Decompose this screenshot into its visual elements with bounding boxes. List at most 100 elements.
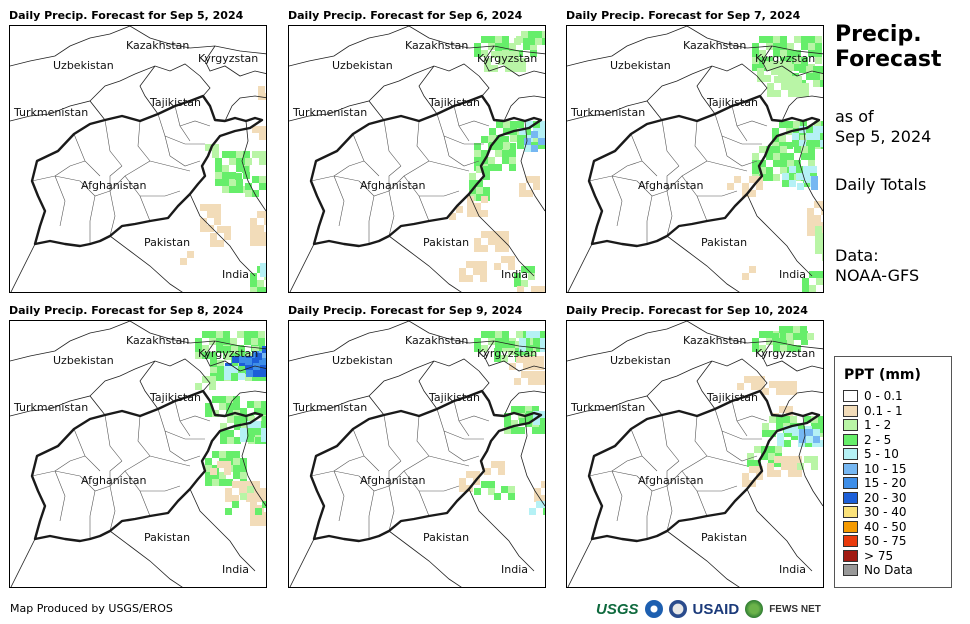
- legend-item: 0 - 0.1: [843, 389, 903, 403]
- country-label-india: India: [779, 563, 806, 576]
- precip-cell: [240, 493, 247, 500]
- afghanistan-border: [587, 389, 821, 543]
- precip-cell: [502, 231, 509, 238]
- precip-cell: [503, 142, 510, 149]
- country-label-afghanistan: Afghanistan: [360, 474, 426, 487]
- precip-cell: [224, 353, 231, 360]
- precip-cell: [787, 345, 794, 352]
- country-border: [798, 415, 823, 507]
- precip-cell: [778, 68, 785, 75]
- precip-cell: [459, 485, 466, 492]
- precip-cell: [502, 43, 509, 50]
- precip-cell: [508, 263, 515, 270]
- legend-label: 20 - 30: [864, 490, 907, 505]
- precip-cell: [815, 57, 822, 64]
- precip-cell: [768, 453, 775, 460]
- precip-cell: [540, 418, 545, 425]
- precip-cell: [772, 333, 779, 340]
- precip-cell: [257, 287, 264, 292]
- precip-cell: [533, 121, 540, 128]
- precip-cell: [780, 331, 787, 338]
- precip-cell: [812, 440, 819, 447]
- country-label-pakistan: Pakistan: [423, 531, 469, 544]
- precip-cell: [481, 345, 488, 352]
- precip-cell: [261, 428, 266, 435]
- province-boundary: [54, 175, 66, 227]
- precip-cell: [802, 292, 809, 293]
- legend-item: > 75: [843, 549, 893, 563]
- precip-cell: [545, 286, 546, 293]
- precip-cell: [528, 38, 535, 45]
- precip-cell: [776, 388, 783, 395]
- precip-cell: [807, 142, 814, 149]
- country-label-afghanistan: Afghanistan: [81, 474, 147, 487]
- precip-cell: [774, 90, 781, 97]
- country-border: [10, 321, 131, 362]
- precip-cell: [266, 158, 267, 165]
- country-border: [189, 193, 256, 277]
- precip-cell: [257, 211, 264, 218]
- precip-cell: [255, 508, 262, 515]
- precip-cell: [780, 160, 787, 167]
- precip-cell: [807, 333, 814, 340]
- precip-cell: [822, 240, 823, 247]
- precip-cell: [791, 433, 798, 440]
- precip-cell: [260, 263, 266, 270]
- precip-cell: [495, 245, 502, 252]
- precip-cell: [481, 36, 488, 43]
- precip-cell: [815, 247, 822, 254]
- country-label-afghanistan: Afghanistan: [638, 474, 704, 487]
- province-boundary: [661, 414, 680, 462]
- country-border: [646, 358, 758, 397]
- precip-cell: [233, 403, 240, 410]
- precip-cell: [483, 187, 490, 194]
- province-boundary: [54, 470, 66, 522]
- precip-cell: [752, 43, 759, 50]
- precip-cell: [474, 203, 481, 210]
- precip-cell: [519, 338, 526, 345]
- noaa-logo-icon: [644, 600, 663, 618]
- country-label-india: India: [501, 563, 528, 576]
- precip-cell: [749, 266, 756, 273]
- precip-cell: [767, 463, 774, 470]
- precip-cell: [785, 68, 792, 75]
- province-boundary: [109, 460, 123, 486]
- province-boundary: [419, 485, 460, 492]
- precip-cell: [796, 166, 803, 173]
- precip-cell: [481, 50, 488, 57]
- precip-cell: [782, 180, 789, 187]
- precip-cell: [504, 427, 511, 434]
- precip-cell: [796, 173, 803, 180]
- province-boundary: [89, 490, 96, 539]
- precip-cell: [813, 429, 820, 436]
- precip-cell: [774, 470, 781, 477]
- precip-cell: [245, 358, 252, 365]
- precip-cell: [200, 225, 207, 232]
- precip-cell: [821, 121, 823, 128]
- precip-cell: [811, 416, 818, 423]
- precip-cell: [484, 58, 491, 65]
- precip-cell: [214, 204, 221, 211]
- precip-cell: [481, 196, 488, 203]
- precip-cell: [238, 366, 245, 373]
- precip-cell: [784, 426, 791, 433]
- precip-cell: [789, 180, 796, 187]
- precip-cell: [252, 176, 259, 183]
- precip-cell: [195, 345, 202, 352]
- precip-cell: [237, 331, 244, 338]
- precip-cell: [511, 427, 518, 434]
- state-dept-seal-icon: [668, 600, 687, 618]
- precip-cell: [806, 126, 813, 133]
- precip-cell: [543, 501, 545, 508]
- precip-cell: [793, 333, 800, 340]
- precip-cell: [799, 436, 806, 443]
- legend-title: PPT (mm): [844, 367, 921, 383]
- precip-cell: [794, 57, 801, 64]
- precip-cell: [535, 378, 542, 385]
- precip-cell: [215, 165, 222, 172]
- precip-cell: [236, 151, 243, 158]
- precip-cell: [759, 64, 766, 71]
- precip-cell: [217, 240, 224, 247]
- precip-cell: [532, 427, 539, 434]
- precip-cell: [531, 131, 538, 138]
